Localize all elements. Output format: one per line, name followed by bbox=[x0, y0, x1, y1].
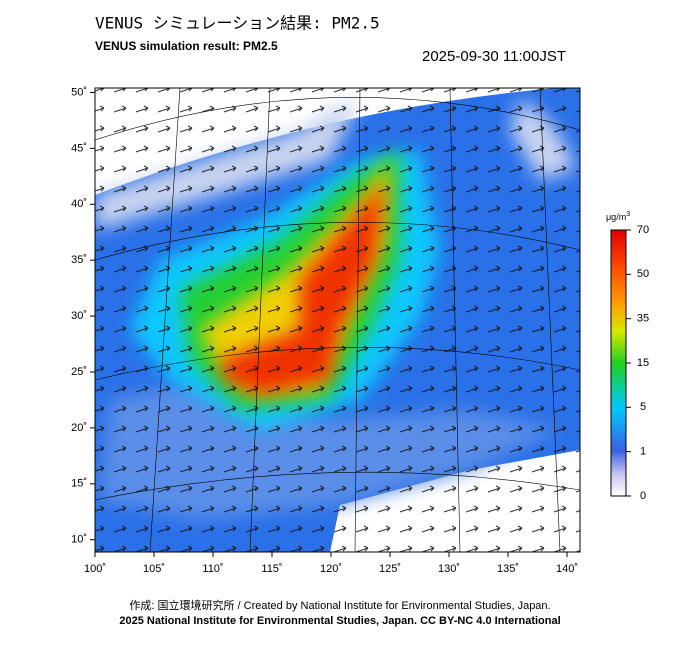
x-tick-label: 140˚ bbox=[556, 563, 578, 575]
copyright: 2025 National Institute for Environmenta… bbox=[119, 615, 560, 627]
colorbar-label: 1 bbox=[640, 446, 646, 458]
y-tick-label: 20˚ bbox=[71, 422, 87, 434]
colorbar-label: 70 bbox=[637, 224, 649, 236]
x-tick-label: 135˚ bbox=[497, 563, 519, 575]
y-tick-label: 15˚ bbox=[71, 478, 87, 490]
credit: 作成: 国立環境研究所 / Created by National Instit… bbox=[129, 598, 550, 612]
y-tick-label: 50˚ bbox=[71, 86, 87, 98]
y-tick-label: 35˚ bbox=[71, 254, 87, 266]
map-frame bbox=[94, 87, 581, 553]
colorbar-label: 0 bbox=[640, 490, 646, 502]
x-tick-label: 115˚ bbox=[261, 563, 282, 575]
y-tick-label: 45˚ bbox=[71, 142, 87, 154]
x-tick-label: 130˚ bbox=[438, 563, 460, 575]
x-tick-label: 110˚ bbox=[202, 563, 223, 575]
y-tick-label: 25˚ bbox=[71, 366, 87, 378]
colorbar-label: 35 bbox=[637, 313, 649, 325]
y-tick-label: 40˚ bbox=[71, 198, 87, 210]
x-tick-label: 105˚ bbox=[143, 563, 165, 575]
colorbar-label: 5 bbox=[640, 401, 646, 413]
colorbar-label: 50 bbox=[637, 268, 649, 280]
colorbar-unit: μg/m3 bbox=[606, 211, 630, 223]
x-tick-label: 120˚ bbox=[320, 563, 342, 575]
x-tick-label: 100˚ bbox=[84, 563, 106, 575]
y-tick-label: 30˚ bbox=[71, 310, 87, 322]
title-ja: VENUS シミュレーション結果: PM2.5 bbox=[95, 14, 380, 33]
y-tick-label: 10˚ bbox=[71, 534, 87, 546]
timestamp: 2025-09-30 11:00JST bbox=[422, 48, 566, 65]
map bbox=[95, 88, 580, 552]
colorbar bbox=[610, 229, 627, 497]
title-en: VENUS simulation result: PM2.5 bbox=[95, 39, 278, 53]
x-tick-label: 125˚ bbox=[379, 563, 401, 575]
colorbar-label: 15 bbox=[637, 357, 649, 369]
